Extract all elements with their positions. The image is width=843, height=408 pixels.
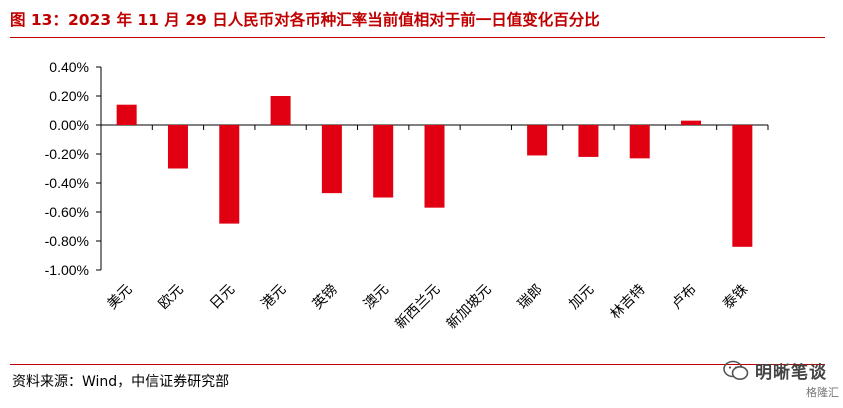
category-label: 林吉特 xyxy=(608,282,649,323)
bar xyxy=(167,125,188,169)
category-label: 加元 xyxy=(566,282,597,313)
source-note: 资料来源：Wind，中信证券研究部 xyxy=(12,374,230,390)
bar xyxy=(732,125,753,247)
bar xyxy=(629,125,650,159)
bar xyxy=(116,104,137,125)
bar-series xyxy=(116,96,753,247)
bar-chart: 0.40% 0.20% 0.00% -0.20% -0.40% -0.60% -0.80% -… xyxy=(45,59,769,333)
y-tick-label: 0.00% xyxy=(49,117,89,133)
y-tick-label: 0.40% xyxy=(49,59,89,75)
category-label: 日元 xyxy=(207,282,238,313)
category-label: 澳元 xyxy=(361,282,392,313)
watermark: 明晰笔谈 xyxy=(723,358,827,383)
category-label: 瑞郎 xyxy=(515,282,546,313)
bar xyxy=(373,125,394,198)
y-tick-label: -0.40% xyxy=(45,175,89,191)
wechat-icon xyxy=(723,360,749,380)
category-label: 英镑 xyxy=(309,281,341,313)
category-label: 泰铢 xyxy=(720,282,751,313)
source-divider xyxy=(10,364,825,365)
bar xyxy=(270,96,291,125)
category-label: 新加坡元 xyxy=(444,282,495,333)
y-tick-label: -0.60% xyxy=(45,204,89,220)
bar xyxy=(424,125,445,208)
y-tick-label: -1.00% xyxy=(45,262,89,278)
watermark-sub: 格隆汇 xyxy=(806,386,839,399)
watermark-text: 明晰笔谈 xyxy=(755,363,827,383)
category-label: 新西兰元 xyxy=(392,282,443,333)
title-divider xyxy=(10,37,825,38)
y-tick-label: 0.20% xyxy=(49,88,89,104)
figure-title: 图 13：2023 年 11 月 29 日人民币对各币种汇率当前值相对于前一日值… xyxy=(10,11,600,29)
bar xyxy=(219,125,240,224)
category-label: 港元 xyxy=(258,282,289,313)
bar xyxy=(321,125,342,194)
bar xyxy=(527,125,548,156)
category-label: 欧元 xyxy=(156,282,187,313)
y-tick-label: -0.80% xyxy=(45,233,89,249)
bar xyxy=(578,125,599,157)
bar xyxy=(681,120,702,125)
category-labels: 美元 欧元 日元 港元 英镑 澳元 新西兰元 新加坡元 瑞郎 加元 林吉特 卢布 泰铢 xyxy=(104,281,751,333)
category-label: 美元 xyxy=(104,282,135,313)
y-axis: 0.40% 0.20% 0.00% -0.20% -0.40% -0.60% -0.80% -… xyxy=(45,59,102,278)
y-tick-label: -0.20% xyxy=(45,146,89,162)
category-label: 卢布 xyxy=(669,282,700,313)
